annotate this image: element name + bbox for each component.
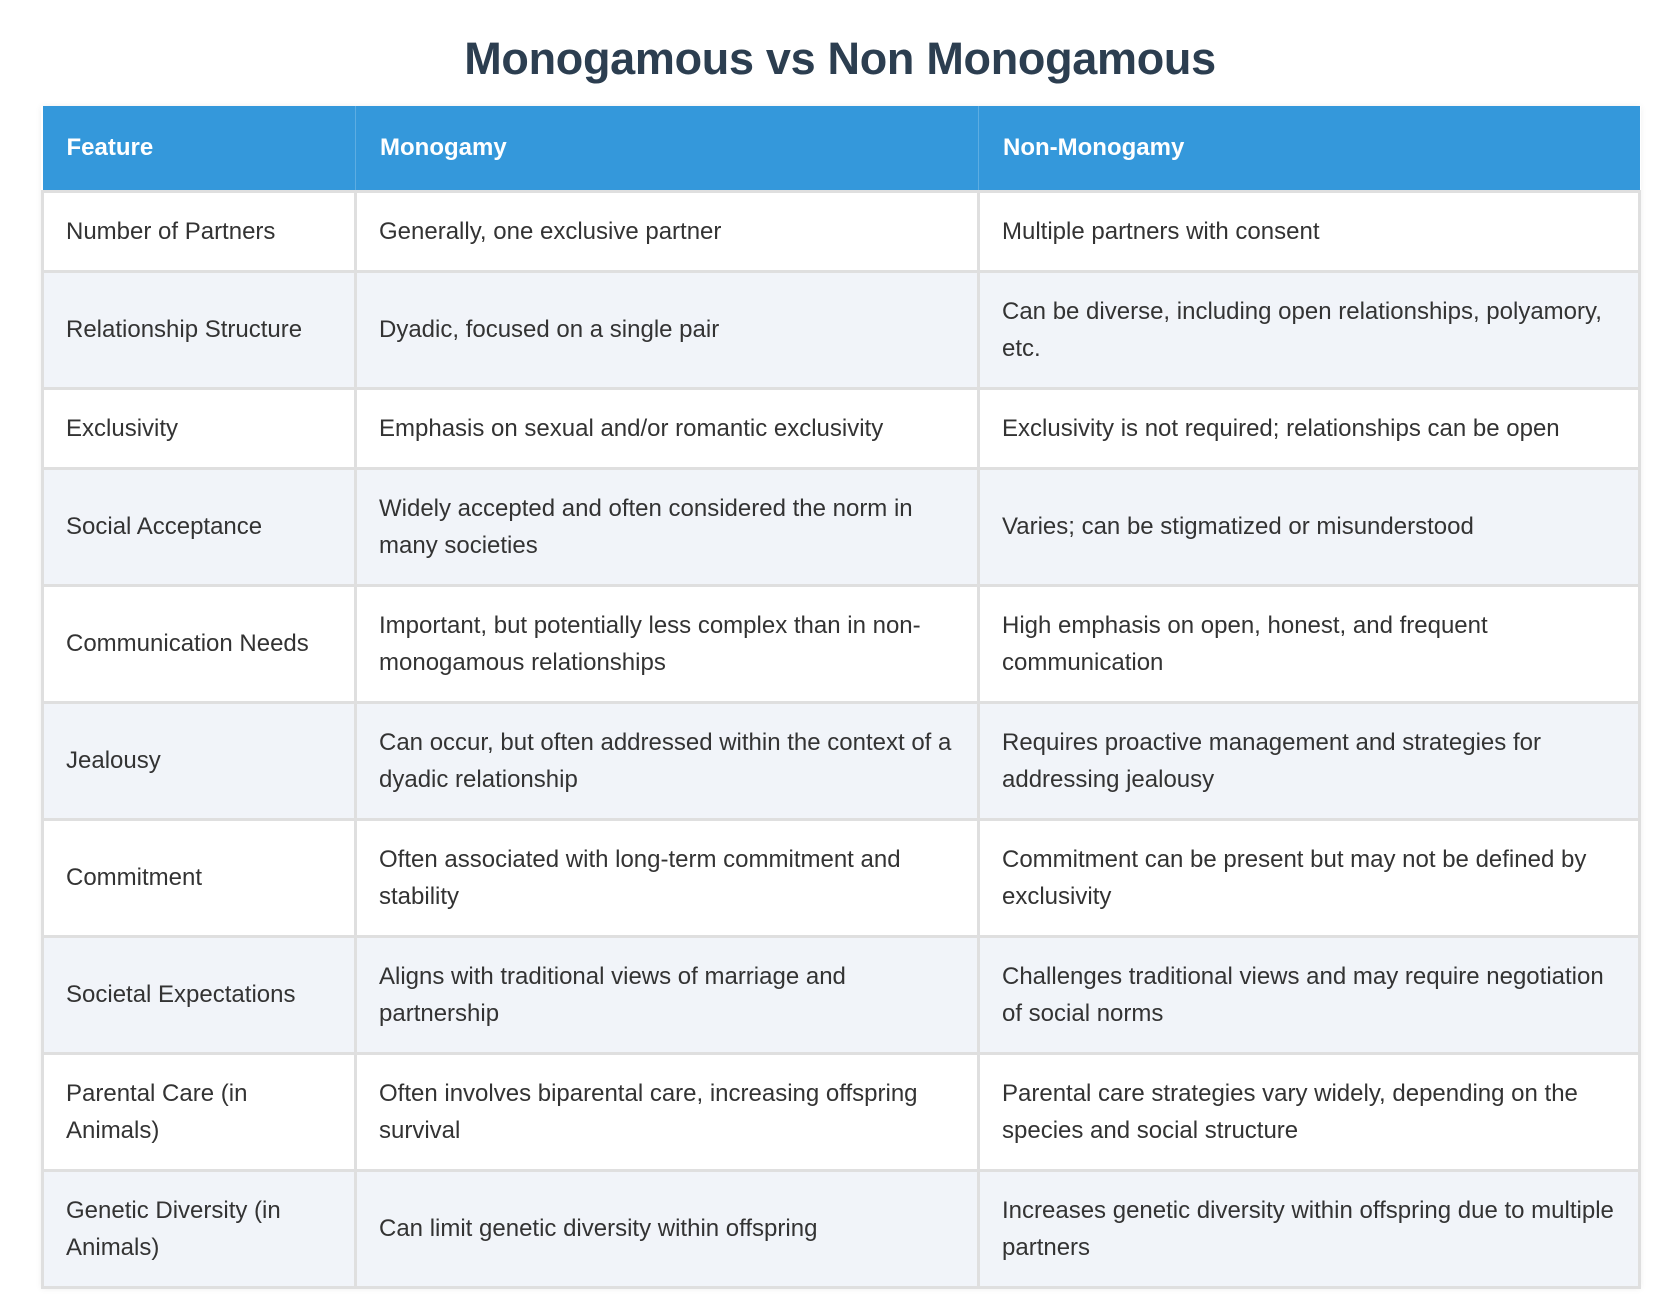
non-monogamy-cell: Challenges traditional views and may req… [977,934,1641,1055]
table-row: Number of Partners Generally, one exclus… [41,189,1641,273]
table-row: Exclusivity Emphasis on sexual and/or ro… [41,386,1641,470]
non-monogamy-cell: Requires proactive management and strate… [977,700,1641,821]
non-monogamy-cell: Commitment can be present but may not be… [977,817,1641,938]
table-row: Commitment Often associated with long-te… [41,817,1641,938]
header-row: Feature Monogamy Non-Monogamy [42,106,1640,192]
monogamy-cell: Often involves biparental care, increasi… [354,1051,980,1172]
table-header: Feature Monogamy Non-Monogamy [42,106,1640,192]
feature-cell: Exclusivity [41,386,357,470]
non-monogamy-cell: Varies; can be stigmatized or misunderst… [977,466,1641,587]
table-row: Social Acceptance Widely accepted and of… [41,466,1641,587]
table-row: Societal Expectations Aligns with tradit… [41,934,1641,1055]
non-monogamy-cell: High emphasis on open, honest, and frequ… [977,583,1641,704]
table-row: Jealousy Can occur, but often addressed … [41,700,1641,821]
monogamy-cell: Can limit genetic diversity within offsp… [354,1168,980,1289]
comparison-table: Feature Monogamy Non-Monogamy Number of … [41,106,1641,1289]
column-header-non-monogamy: Non-Monogamy [978,106,1640,192]
column-header-feature: Feature [42,106,356,192]
feature-cell: Social Acceptance [41,466,357,587]
table-row: Relationship Structure Dyadic, focused o… [41,269,1641,390]
column-header-monogamy: Monogamy [355,106,979,192]
monogamy-cell: Often associated with long-term commitme… [354,817,980,938]
monogamy-cell: Widely accepted and often considered the… [354,466,980,587]
feature-cell: Communication Needs [41,583,357,704]
table-row: Parental Care (in Animals) Often involve… [41,1051,1641,1172]
table-row: Genetic Diversity (in Animals) Can limit… [41,1168,1641,1289]
non-monogamy-cell: Parental care strategies vary widely, de… [977,1051,1641,1172]
non-monogamy-cell: Exclusivity is not required; relationshi… [977,386,1641,470]
monogamy-cell: Generally, one exclusive partner [354,189,980,273]
monogamy-cell: Aligns with traditional views of marriag… [354,934,980,1055]
feature-cell: Commitment [41,817,357,938]
monogamy-cell: Can occur, but often addressed within th… [354,700,980,821]
feature-cell: Relationship Structure [41,269,357,390]
non-monogamy-cell: Multiple partners with consent [977,189,1641,273]
monogamy-cell: Dyadic, focused on a single pair [354,269,980,390]
monogamy-cell: Important, but potentially less complex … [354,583,980,704]
table-body: Number of Partners Generally, one exclus… [41,189,1641,1289]
feature-cell: Genetic Diversity (in Animals) [41,1168,357,1289]
non-monogamy-cell: Increases genetic diversity within offsp… [977,1168,1641,1289]
feature-cell: Number of Partners [41,189,357,273]
non-monogamy-cell: Can be diverse, including open relations… [977,269,1641,390]
monogamy-cell: Emphasis on sexual and/or romantic exclu… [354,386,980,470]
feature-cell: Jealousy [41,700,357,821]
feature-cell: Parental Care (in Animals) [41,1051,357,1172]
feature-cell: Societal Expectations [41,934,357,1055]
table-row: Communication Needs Important, but poten… [41,583,1641,704]
page-title: Monogamous vs Non Monogamous [464,33,1216,84]
